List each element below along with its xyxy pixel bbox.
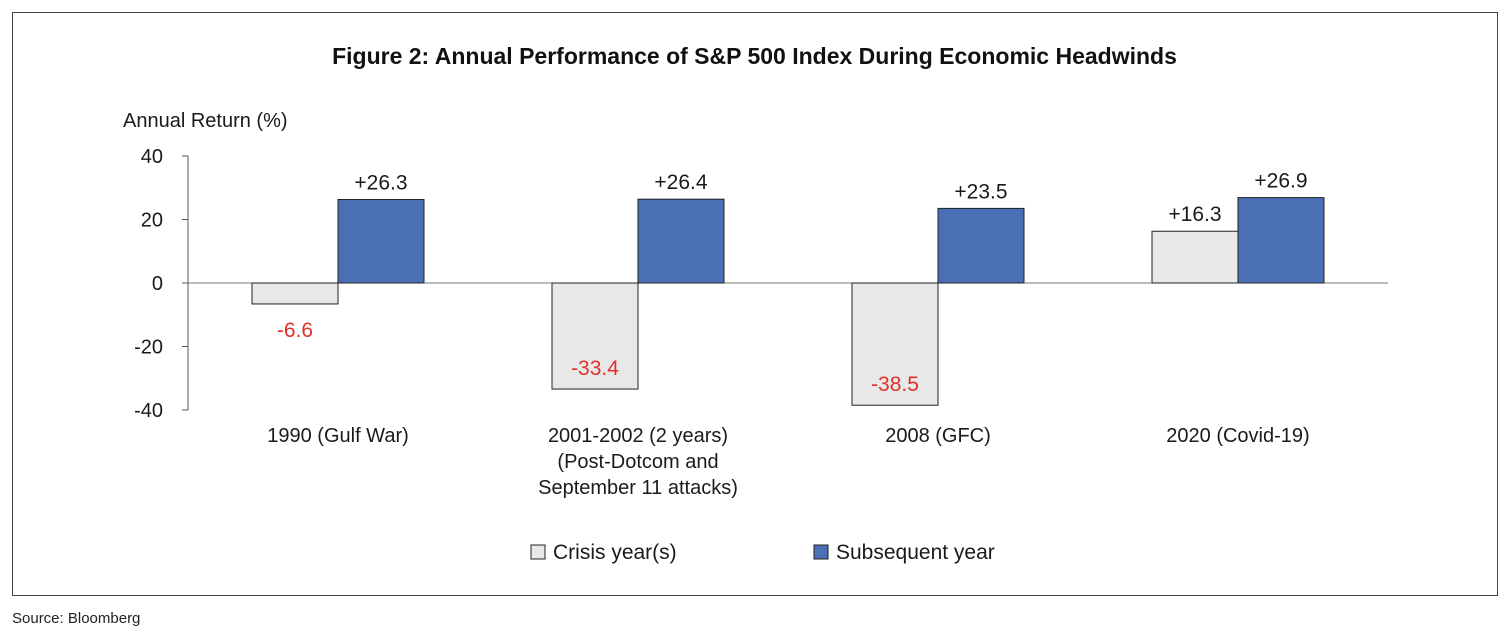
crisis-bar	[251, 282, 339, 305]
category-label: 2020 (Covid-19)	[1166, 425, 1309, 447]
y-tick-label: 0	[152, 273, 163, 295]
category-label: 2001-2002 (2 years)	[548, 425, 728, 447]
y-tick-label: 40	[141, 146, 163, 168]
legend-swatch-subsequent	[813, 544, 829, 560]
subsequent-bar	[937, 207, 1025, 284]
data-label: +16.3	[1168, 203, 1221, 226]
crisis-bar	[851, 282, 939, 406]
y-tick-label: 20	[141, 210, 163, 232]
subsequent-bar	[337, 198, 425, 284]
data-label: +26.4	[654, 171, 707, 194]
data-label: -38.5	[871, 373, 919, 396]
category-label: September 11 attacks)	[538, 477, 738, 499]
y-tick-label: -40	[134, 400, 163, 422]
chart-title: Figure 2: Annual Performance of S&P 500 …	[332, 43, 1177, 69]
y-tick-label: -20	[134, 337, 163, 359]
category-label: (Post-Dotcom and	[557, 451, 718, 473]
data-label: +26.3	[354, 171, 407, 194]
crisis-bar	[1151, 230, 1239, 284]
category-label: 1990 (Gulf War)	[267, 425, 409, 447]
data-label: +23.5	[954, 180, 1007, 203]
subsequent-bar	[1237, 197, 1325, 284]
category-label: 2008 (GFC)	[885, 425, 991, 447]
legend-label: Subsequent year	[836, 541, 995, 564]
data-label: +26.9	[1254, 170, 1307, 193]
subsequent-bar	[637, 198, 725, 284]
data-label: -33.4	[571, 357, 619, 380]
crisis-bar	[551, 282, 639, 390]
y-axis-label: Annual Return (%)	[123, 110, 288, 132]
legend-swatch-crisis	[530, 544, 546, 560]
chart-frame	[12, 12, 1498, 596]
source-note: Source: Bloomberg	[12, 610, 141, 627]
legend-label: Crisis year(s)	[553, 541, 677, 564]
data-label: -6.6	[277, 319, 313, 342]
